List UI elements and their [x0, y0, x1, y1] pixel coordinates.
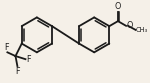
Text: CH₃: CH₃ — [136, 27, 148, 33]
Text: F: F — [15, 67, 20, 76]
Text: F: F — [27, 55, 31, 64]
Text: F: F — [4, 43, 9, 52]
Text: O: O — [127, 21, 133, 30]
Text: O: O — [115, 2, 121, 11]
